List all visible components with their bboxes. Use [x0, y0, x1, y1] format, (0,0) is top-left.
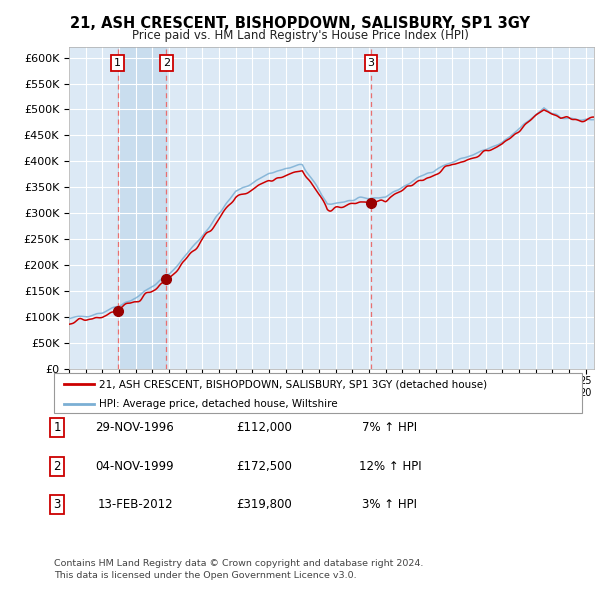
Bar — [118, 47, 166, 369]
Text: 2: 2 — [163, 58, 170, 68]
Text: HPI: Average price, detached house, Wiltshire: HPI: Average price, detached house, Wilt… — [99, 399, 338, 409]
Text: 3% ↑ HPI: 3% ↑ HPI — [362, 498, 418, 511]
Text: 1: 1 — [53, 421, 61, 434]
Text: 21, ASH CRESCENT, BISHOPDOWN, SALISBURY, SP1 3GY (detached house): 21, ASH CRESCENT, BISHOPDOWN, SALISBURY,… — [99, 379, 487, 389]
Text: 12% ↑ HPI: 12% ↑ HPI — [359, 460, 421, 473]
Text: 3: 3 — [53, 498, 61, 511]
Text: 1: 1 — [114, 58, 121, 68]
Text: 13-FEB-2012: 13-FEB-2012 — [97, 498, 173, 511]
Text: Contains HM Land Registry data © Crown copyright and database right 2024.
This d: Contains HM Land Registry data © Crown c… — [54, 559, 424, 580]
Text: 7% ↑ HPI: 7% ↑ HPI — [362, 421, 418, 434]
Text: 29-NOV-1996: 29-NOV-1996 — [95, 421, 175, 434]
Text: 04-NOV-1999: 04-NOV-1999 — [95, 460, 175, 473]
Text: Price paid vs. HM Land Registry's House Price Index (HPI): Price paid vs. HM Land Registry's House … — [131, 29, 469, 42]
Text: £112,000: £112,000 — [236, 421, 292, 434]
Text: 3: 3 — [367, 58, 374, 68]
Text: £319,800: £319,800 — [236, 498, 292, 511]
Text: 2: 2 — [53, 460, 61, 473]
Text: 21, ASH CRESCENT, BISHOPDOWN, SALISBURY, SP1 3GY: 21, ASH CRESCENT, BISHOPDOWN, SALISBURY,… — [70, 16, 530, 31]
Text: £172,500: £172,500 — [236, 460, 292, 473]
